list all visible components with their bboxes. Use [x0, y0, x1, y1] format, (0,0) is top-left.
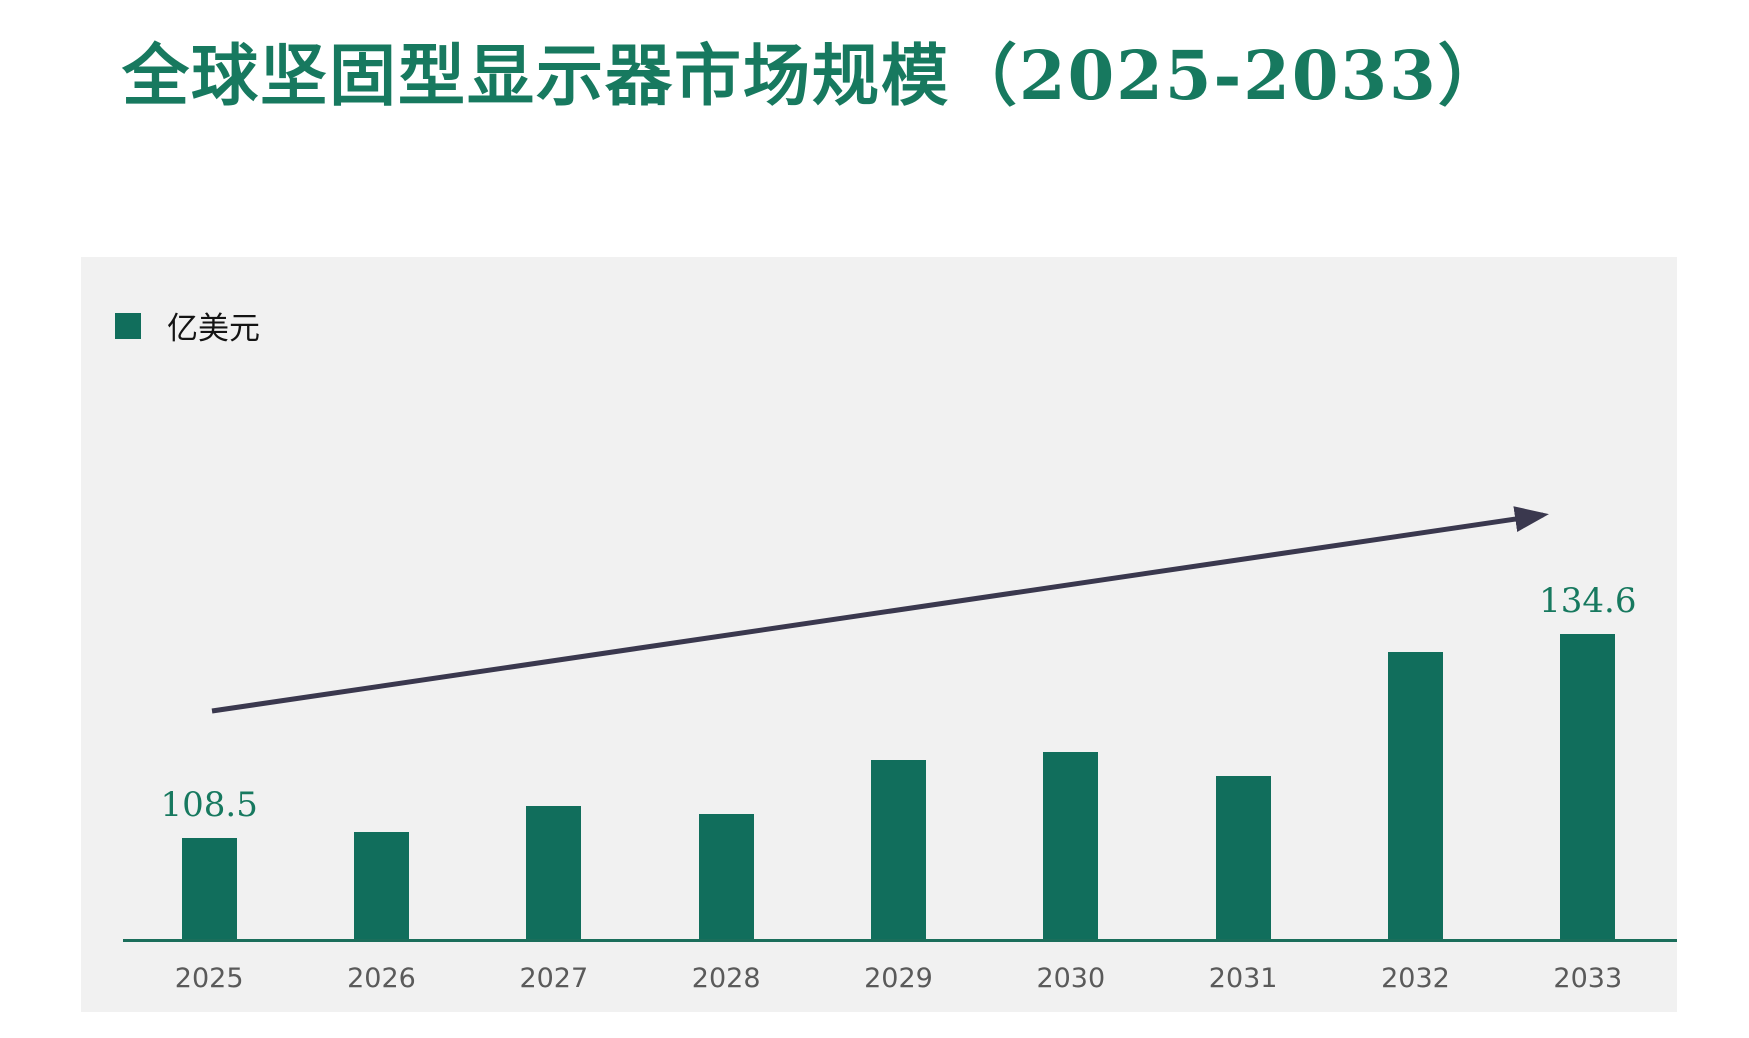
bar-column: [985, 752, 1157, 941]
bar-column: 108.5: [123, 785, 295, 941]
bar: [870, 760, 926, 941]
bar-column: [468, 806, 640, 941]
bar: [526, 806, 582, 941]
x-axis-line: [123, 939, 1677, 942]
bar: [1387, 652, 1443, 941]
legend-swatch-icon: [115, 312, 141, 339]
bar: [1560, 634, 1616, 941]
bar: [698, 814, 754, 941]
x-axis-labels-row: 2025 2026 2027 2028 2029 2030 2031 2032 2033: [123, 963, 1674, 994]
bar-value-label: 108.5: [160, 785, 258, 825]
x-axis-label: 2028: [691, 963, 761, 994]
bar-column: [1329, 652, 1501, 941]
x-axis-label: 2030: [1036, 963, 1106, 994]
legend-label: 亿美元: [167, 311, 260, 347]
chart-plot-area: 亿美元 108.5 134.6 2025 2026 2027 2028 2029 2030 2…: [81, 257, 1677, 1012]
bar: [353, 832, 409, 941]
bar-column: [640, 814, 812, 941]
bar: [181, 838, 237, 941]
bar-column: 134.6: [1502, 581, 1674, 941]
bar-column: [295, 832, 467, 941]
x-axis-label: 2027: [519, 963, 589, 994]
legend: 亿美元: [115, 303, 260, 348]
trend-arrow: [211, 506, 1549, 714]
chart-title: 全球坚固型显示器市场规模（2025-2033）: [122, 36, 1507, 115]
x-axis-label: 2026: [347, 963, 416, 994]
x-axis-label: 2032: [1381, 963, 1450, 994]
x-axis-label: 2029: [864, 963, 933, 994]
bar-column: [812, 760, 984, 941]
bar-column: [1157, 776, 1329, 941]
bars-row: 108.5 134.6: [123, 581, 1674, 941]
x-axis-label: 2031: [1208, 963, 1278, 994]
bar: [1043, 752, 1099, 941]
x-axis-label: 2033: [1553, 963, 1623, 994]
x-axis-label: 2025: [174, 963, 244, 994]
bar: [1215, 776, 1271, 941]
bar-value-label: 134.6: [1539, 581, 1637, 621]
